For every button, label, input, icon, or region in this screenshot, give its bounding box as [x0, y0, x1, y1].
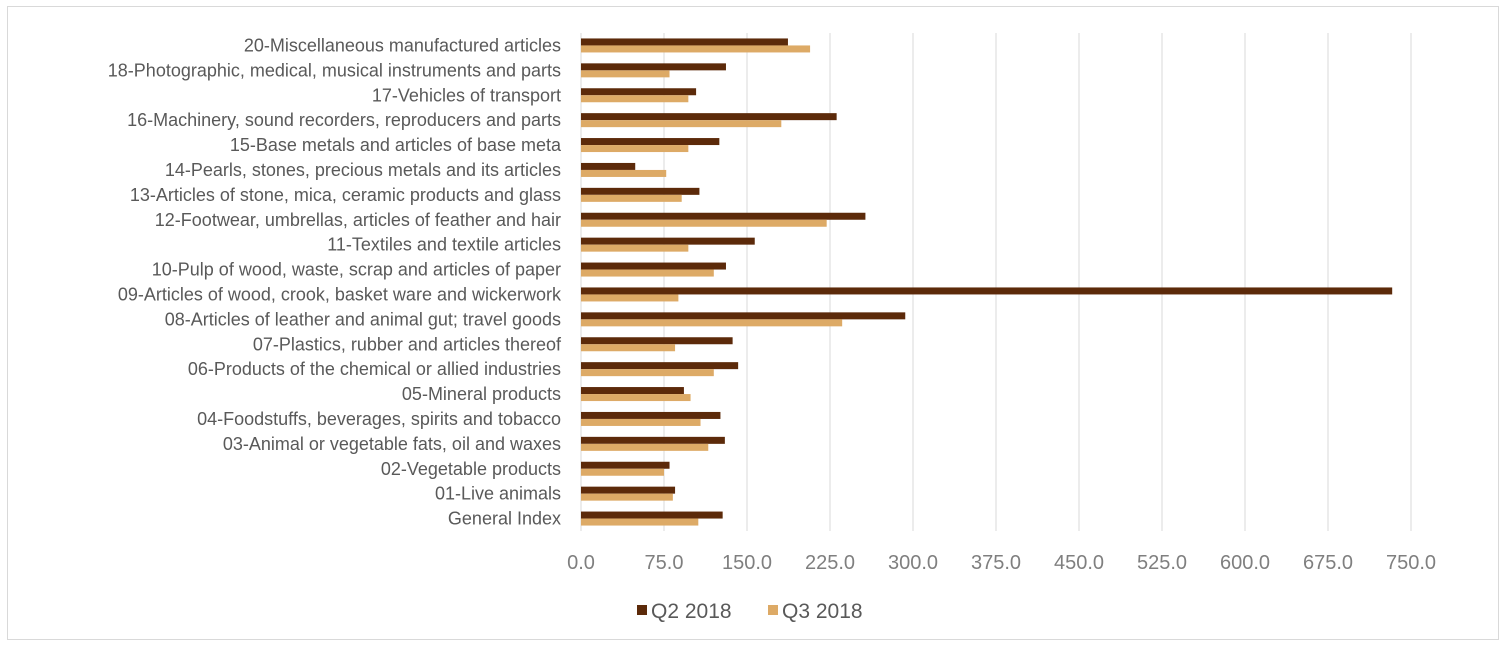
- x-tick-label: 75.0: [645, 552, 684, 574]
- category-label: 11-Textiles and textile articles: [327, 235, 561, 255]
- bar-chart: General Index 01-Live animals 02-Vegetable…: [108, 33, 1436, 623]
- category-label: 01-Live animals: [435, 484, 561, 504]
- bar-q3-2018: [581, 294, 679, 302]
- bar-q3-2018: [581, 269, 714, 277]
- category-label: 04-Foodstuffs, beverages, spirits and to…: [197, 409, 561, 429]
- bar-q3-2018: [581, 443, 709, 451]
- legend-swatch: [637, 605, 647, 615]
- bar-q2-2018: [581, 436, 725, 444]
- category-label: 20-Miscellaneous manufactured articles: [244, 35, 561, 55]
- bar-q2-2018: [581, 212, 866, 220]
- bar-q2-2018: [581, 262, 726, 270]
- bar-q3-2018: [581, 169, 667, 177]
- x-tick-label: 0.0: [567, 552, 595, 574]
- x-tick-label: 750.0: [1386, 552, 1436, 574]
- bar-q3-2018: [581, 468, 664, 476]
- x-tick-label: 150.0: [722, 552, 772, 574]
- bar-q2-2018: [581, 63, 726, 71]
- x-tick-label: 525.0: [1137, 552, 1187, 574]
- bar-q2-2018: [581, 162, 636, 170]
- bar-q2-2018: [581, 387, 684, 395]
- category-label: 16-Machinery, sound recorders, reproduce…: [127, 110, 561, 130]
- bar-q2-2018: [581, 461, 670, 469]
- category-label: 14-Pearls, stones, precious metals and i…: [165, 160, 561, 180]
- bar-q3-2018: [581, 120, 782, 128]
- bar-q2-2018: [581, 362, 739, 370]
- legend-label: Q3 2018: [782, 600, 863, 623]
- bar-q2-2018: [581, 237, 755, 245]
- bar-q3-2018: [581, 418, 701, 426]
- bar-q3-2018: [581, 70, 670, 78]
- bar-q2-2018: [581, 287, 1393, 295]
- category-label: 08-Articles of leather and animal gut; t…: [165, 309, 561, 329]
- bar-q2-2018: [581, 486, 676, 494]
- category-label: 17-Vehicles of transport: [372, 85, 561, 105]
- bar-q2-2018: [581, 113, 837, 121]
- bar-q3-2018: [581, 194, 682, 202]
- bar-q2-2018: [581, 38, 788, 46]
- bar-q3-2018: [581, 319, 843, 327]
- gridlines: [580, 33, 1412, 531]
- bar-q3-2018: [581, 394, 691, 402]
- legend: Q2 2018 Q3 2018: [637, 600, 863, 623]
- bar-q3-2018: [581, 518, 699, 526]
- x-tick-label: 450.0: [1054, 552, 1104, 574]
- category-label: 13-Articles of stone, mica, ceramic prod…: [130, 185, 561, 205]
- category-label: 02-Vegetable products: [381, 459, 561, 479]
- category-label: General Index: [448, 509, 561, 529]
- bar-q2-2018: [581, 187, 700, 195]
- category-labels: General Index 01-Live animals 02-Vegetable…: [108, 35, 562, 528]
- x-tick-label: 675.0: [1303, 552, 1353, 574]
- category-label: 05-Mineral products: [402, 384, 561, 404]
- x-tick-label: 300.0: [888, 552, 938, 574]
- bar-q3-2018: [581, 95, 689, 103]
- bar-q2-2018: [581, 337, 733, 345]
- bar-q2-2018: [581, 138, 720, 146]
- category-label: 09-Articles of wood, crook, basket ware …: [118, 284, 562, 304]
- x-tick-label: 375.0: [971, 552, 1021, 574]
- x-axis-tick-labels: 0.0 75.0 150.0 225.0 300.0 375.0 450.0 525.0 600…: [567, 552, 1436, 574]
- bar-q2-2018: [581, 511, 723, 519]
- category-label: 07-Plastics, rubber and articles thereof: [253, 334, 562, 354]
- bar-q2-2018: [581, 88, 697, 96]
- bar-q3-2018: [581, 219, 827, 227]
- category-label: 03-Animal or vegetable fats, oil and wax…: [223, 434, 561, 454]
- legend-swatch: [768, 605, 778, 615]
- bar-q3-2018: [581, 493, 673, 501]
- chart-area: General Index 01-Live animals 02-Vegetable…: [7, 6, 1499, 640]
- bars: [581, 38, 1393, 526]
- legend-label: Q2 2018: [651, 600, 732, 623]
- category-label: 06-Products of the chemical or allied in…: [188, 359, 561, 379]
- x-tick-label: 600.0: [1220, 552, 1270, 574]
- bar-q3-2018: [581, 369, 714, 377]
- category-label: 18-Photographic, medical, musical instru…: [108, 60, 561, 80]
- bar-q3-2018: [581, 45, 811, 53]
- category-label: 10-Pulp of wood, waste, scrap and articl…: [152, 260, 561, 280]
- bar-q3-2018: [581, 244, 689, 252]
- x-tick-label: 225.0: [805, 552, 855, 574]
- category-label: 15-Base metals and articles of base meta: [230, 135, 562, 155]
- category-label: 12-Footwear, umbrellas, articles of feat…: [155, 210, 561, 230]
- bar-q3-2018: [581, 344, 676, 352]
- bar-q2-2018: [581, 411, 721, 419]
- bar-q2-2018: [581, 312, 906, 320]
- bar-q3-2018: [581, 145, 689, 153]
